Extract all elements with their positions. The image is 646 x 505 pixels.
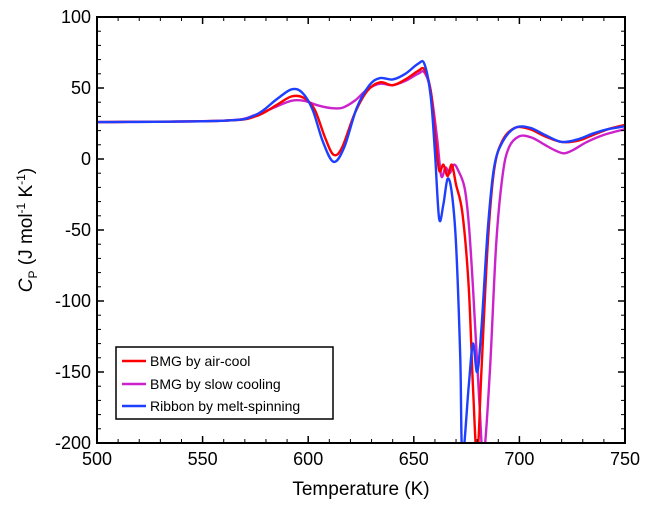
x-tick-label-2: 600 — [293, 449, 323, 469]
legend-label-2: Ribbon by melt-spinning — [150, 398, 300, 414]
y-axis-units-prefix: (J mol — [16, 213, 37, 270]
y-tick-label-1: 50 — [71, 78, 91, 98]
x-tick-label-1: 550 — [188, 449, 218, 469]
legend-box — [115, 346, 334, 420]
y-tick-label-2: 0 — [81, 149, 91, 169]
y-axis-units-mid: K — [16, 184, 37, 202]
x-tick-label-0: 500 — [82, 449, 112, 469]
y-tick-label-0: 100 — [61, 7, 91, 27]
y-tick-label-6: -200 — [55, 433, 91, 453]
y-axis-title: CP (J mol-1 K-1) — [14, 168, 40, 292]
x-tick-label-5: 750 — [610, 449, 640, 469]
curves-layer — [97, 59, 625, 443]
y-tick-label-4: -100 — [55, 291, 91, 311]
series-line-1 — [97, 70, 625, 443]
legend-label-1: BMG by slow cooling — [150, 376, 281, 392]
y-axis-symbol: C — [16, 278, 37, 292]
x-tick-label-4: 700 — [504, 449, 534, 469]
y-tick-label-3: -50 — [65, 220, 91, 240]
y-axis-sup1: -1 — [14, 202, 28, 213]
y-tick-label-5: -150 — [55, 362, 91, 382]
y-axis-sup2: -1 — [14, 174, 28, 185]
x-axis-title: Temperature (K) — [292, 479, 429, 500]
ticks-layer — [96, 16, 626, 444]
legend: BMG by air-cool BMG by slow cooling Ribb… — [115, 346, 334, 420]
x-tick-label-3: 650 — [399, 449, 429, 469]
legend-label-0: BMG by air-cool — [150, 353, 250, 369]
y-axis-units-suffix: ) — [16, 168, 37, 174]
y-axis-subscript: P — [26, 270, 40, 278]
series-line-2 — [97, 59, 625, 443]
